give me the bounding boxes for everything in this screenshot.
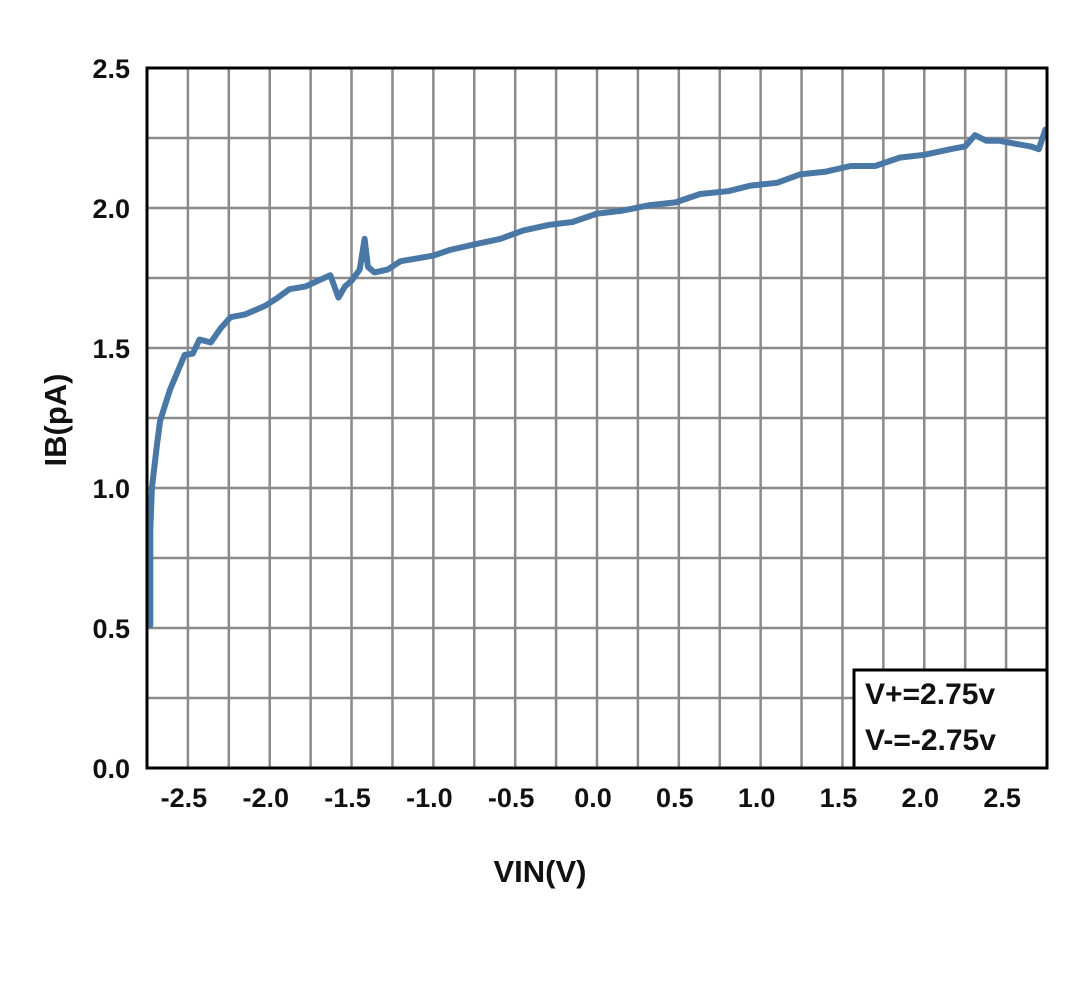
series-layer [147,126,1049,629]
x-tick-label: -0.5 [488,783,535,813]
legend-box: V+=2.75v V-=-2.75v [852,668,1049,770]
x-tick-labels: -2.5 -2.0 -1.5 -1.0 -0.5 0.0 0.5 1.0 1.5 2.0 2.5 [161,783,1021,813]
x-axis-title: VIN(V) [494,854,587,889]
y-tick-label: 2.0 [92,194,130,224]
x-tick-label: 1.5 [820,783,858,813]
y-tick-label: 0.5 [92,614,130,644]
y-axis-title: IB(pA) [38,374,73,467]
legend-line-vplus: V+=2.75v [865,678,995,711]
x-tick-label: 2.5 [983,783,1021,813]
legend-frame [852,668,1049,770]
x-tick-label: 2.0 [901,783,939,813]
x-tick-label: -1.5 [324,783,371,813]
plot-frame [145,66,1049,770]
x-tick-label: -2.0 [242,783,289,813]
grid [147,68,1047,768]
x-tick-label: -1.0 [406,783,453,813]
x-tick-label: 0.0 [574,783,612,813]
y-tick-label: 2.5 [92,54,130,84]
x-tick-label: 1.0 [738,783,776,813]
y-tick-label: 0.0 [92,754,130,784]
legend-line-vminus: V-=-2.75v [865,724,996,757]
y-tick-label: 1.0 [92,474,130,504]
x-tick-label: -2.5 [161,783,208,813]
x-tick-label: 0.5 [656,783,694,813]
y-tick-labels: 0.0 0.5 1.0 1.5 2.0 2.5 [92,54,130,784]
ib-vs-vin-line [147,126,1049,629]
y-tick-label: 1.5 [92,334,130,364]
